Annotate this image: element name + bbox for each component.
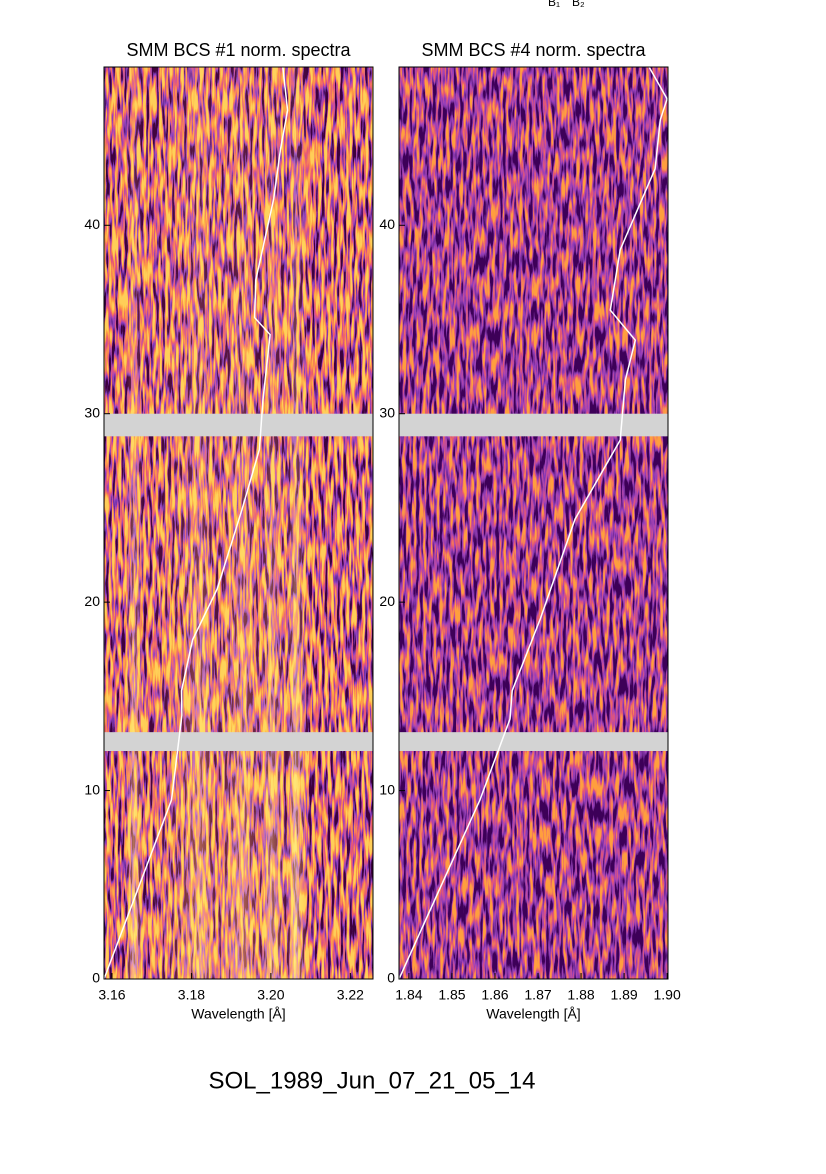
x-tick-label: 3.20 [257, 987, 284, 1003]
panel-title: SMM BCS #1 norm. spectra [126, 40, 351, 60]
y-tick-label: 40 [84, 216, 100, 232]
y-tick-label: 10 [84, 781, 100, 797]
x-tick-label: 1.86 [481, 987, 508, 1003]
figure-title: SOL_1989_Jun_07_21_05_14 [209, 1067, 536, 1094]
panel: SMM BCS #1 norm. spectra Wavelength [Å] 0 1… [84, 40, 374, 1022]
y-tick-label: 30 [84, 404, 100, 420]
data-gap [104, 413, 373, 437]
data-gap [104, 732, 373, 751]
intensity-line [104, 67, 289, 979]
x-axis-label: Wavelength [Å] [486, 1006, 580, 1022]
y-tick-label: 40 [379, 216, 395, 232]
y-tick-label: 20 [379, 593, 395, 609]
x-tick-label: 1.88 [567, 987, 594, 1003]
top-label: B₁ [548, 0, 560, 9]
y-tick-label: 10 [379, 781, 395, 797]
x-tick-label: 1.85 [438, 987, 465, 1003]
panel-title: SMM BCS #4 norm. spectra [421, 40, 646, 60]
x-tick-label: 3.18 [178, 987, 205, 1003]
x-axis-label: Wavelength [Å] [191, 1006, 285, 1022]
x-tick-label: 3.22 [337, 987, 364, 1003]
x-tick-label: 1.84 [395, 987, 422, 1003]
x-tick-label: 1.90 [654, 987, 681, 1003]
y-tick-label: 0 [92, 970, 100, 986]
y-tick-label: 0 [387, 970, 395, 986]
x-tick-label: 3.16 [98, 987, 125, 1003]
heatmap [399, 67, 668, 979]
x-tick-label: 1.89 [610, 987, 637, 1003]
intensity-line [399, 67, 668, 979]
y-tick-label: 20 [84, 593, 100, 609]
data-gap [399, 732, 668, 751]
x-tick-label: 1.87 [524, 987, 551, 1003]
plot-frame [398, 66, 669, 980]
y-tick-label: 30 [379, 404, 395, 420]
data-gap [399, 413, 668, 437]
plot-frame [103, 66, 374, 980]
top-label: B₂ [572, 0, 585, 9]
